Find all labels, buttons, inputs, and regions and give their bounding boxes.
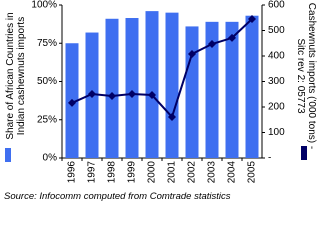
x-tick-label: 1999 — [127, 161, 138, 184]
x-tick-label: 2004 — [227, 161, 238, 184]
bar — [205, 21, 219, 158]
line-marker — [188, 49, 196, 58]
y2-tick-label: 200 — [268, 102, 285, 113]
line-marker — [128, 89, 136, 98]
y-tick-label: 0% — [43, 153, 58, 164]
y2-tick-label: 300 — [268, 76, 285, 87]
bar — [145, 11, 159, 159]
source-note: Source: Infocomm computed from Comtrade … — [4, 191, 231, 202]
y2-tick-label: - — [268, 153, 271, 164]
y2-axis-label: Cashewnuts imports ('000 tons) - Sitc re… — [295, 2, 317, 150]
y-tick-label: 25% — [37, 114, 57, 125]
bar — [185, 26, 199, 159]
y2-tick-label: 100 — [268, 127, 285, 138]
line-marker — [168, 112, 176, 121]
x-tick-label: 1997 — [87, 161, 98, 184]
line — [71, 18, 253, 119]
bar — [245, 15, 259, 158]
x-tick-label: 2000 — [147, 161, 158, 184]
x-tick-label: 2003 — [207, 161, 218, 184]
y-tick-label: 50% — [37, 76, 57, 87]
x-tick-label: 2005 — [247, 161, 258, 184]
line-marker — [148, 91, 156, 100]
line-marker — [108, 92, 116, 101]
y2-tick-label: 400 — [268, 51, 285, 62]
line-marker — [68, 98, 76, 107]
chart-svg: 0% 25% 50% 75% 100% - 100 200 300 400 500 600 1996 19… — [5, 0, 307, 184]
chart: 0% 25% 50% 75% 100% - 100 200 300 400 500 600 1996 19… — [4, 0, 317, 202]
y-tick-label: 75% — [37, 38, 57, 49]
line-marker — [208, 40, 216, 49]
y2-tick-label: 600 — [268, 0, 285, 11]
legend-key — [301, 146, 307, 160]
line-marker — [88, 89, 96, 98]
x-tick-label: 2002 — [187, 161, 198, 184]
y2-tick-label: 500 — [268, 25, 285, 36]
y-tick-label: 100% — [31, 0, 57, 11]
x-tick-label: 1996 — [67, 161, 78, 184]
bar — [125, 18, 139, 158]
y-axis-label: Share of African Countries in Indian cas… — [5, 12, 27, 140]
x-tick-label: 2001 — [167, 161, 178, 184]
bar — [225, 21, 239, 158]
line-marker — [248, 15, 256, 24]
bar — [165, 12, 179, 159]
x-tick-label: 1998 — [107, 161, 118, 184]
legend-key — [5, 148, 11, 162]
bar — [105, 18, 119, 158]
line-marker — [228, 33, 236, 42]
